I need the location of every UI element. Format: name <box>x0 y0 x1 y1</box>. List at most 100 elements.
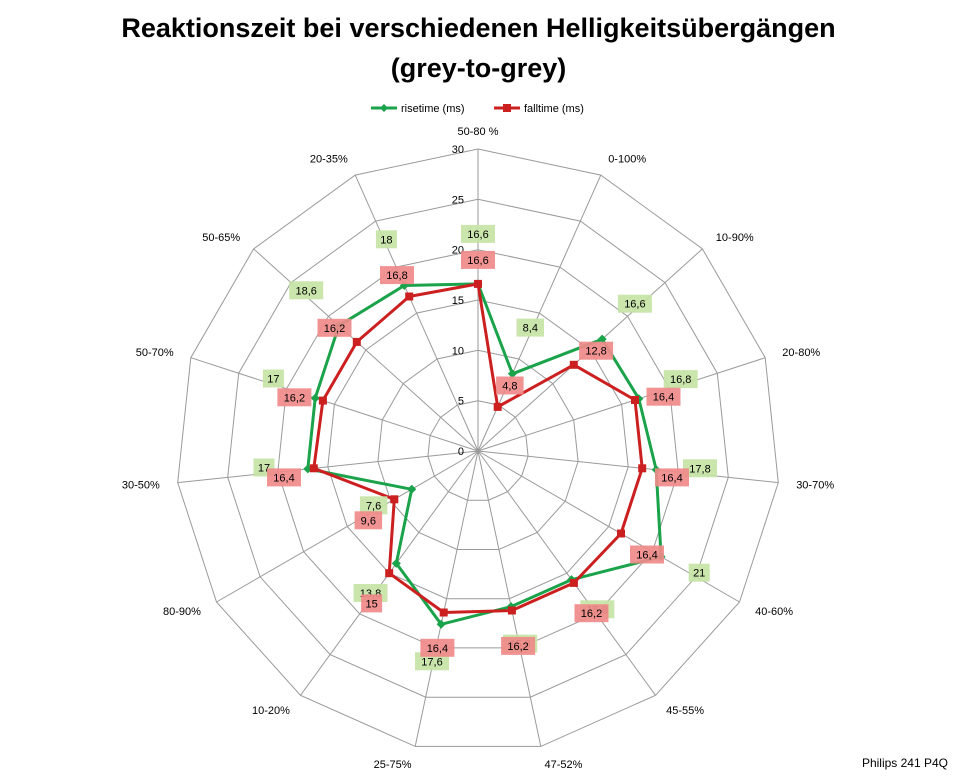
grid-spoke <box>354 174 479 452</box>
grid-ring <box>177 148 779 747</box>
fall-marker <box>309 464 318 473</box>
data-label: 12,8 <box>585 346 606 358</box>
category-label: 10-90% <box>716 232 754 244</box>
fall-marker <box>569 360 578 369</box>
series-lines <box>303 279 666 629</box>
data-label: 16,4 <box>427 643 448 655</box>
data-label-box <box>420 638 455 657</box>
category-label: 47-52% <box>545 759 583 771</box>
grid-ring <box>227 198 729 698</box>
fall-marker <box>638 464 647 473</box>
series-line <box>312 282 644 614</box>
legend: risetime (ms) falltime (ms) <box>371 103 584 115</box>
data-label-box <box>317 318 352 337</box>
data-label-box <box>267 468 301 487</box>
tick-label: 10 <box>452 345 464 357</box>
data-label: 16,2 <box>324 323 345 335</box>
data-label: 17,8 <box>689 463 710 475</box>
data-label-box <box>683 459 717 478</box>
chart-title-line2: (grey-to-grey) <box>390 53 567 83</box>
data-label: 16,4 <box>653 392 674 404</box>
tick-label: 30 <box>452 144 464 156</box>
category-label: 0-100% <box>608 154 646 166</box>
fall-marker <box>631 396 639 404</box>
fall-marker <box>474 279 482 288</box>
data-label: 15 <box>365 598 377 610</box>
data-label: 16,8 <box>386 270 407 282</box>
grid-ring <box>427 400 529 501</box>
footer-caption: Philips 241 P4Q <box>861 756 948 770</box>
grid-spoke <box>477 450 779 484</box>
grid-spoke <box>477 450 656 696</box>
rise-marker <box>597 334 607 344</box>
data-label: 18,6 <box>295 285 316 297</box>
data-label: 17 <box>267 374 279 386</box>
data-label: 9,6 <box>361 515 376 527</box>
data-label-box <box>579 341 614 360</box>
grid-ring <box>277 249 679 649</box>
category-label: 20-35% <box>310 154 348 166</box>
category-label: 25-75% <box>374 759 412 771</box>
data-label-box <box>289 281 324 300</box>
category-label: 20-80% <box>782 347 820 359</box>
rise-marker <box>436 619 446 629</box>
data-label-box <box>617 294 652 313</box>
data-label: 21 <box>693 568 705 580</box>
rise-marker <box>391 558 401 568</box>
category-label: 50-70% <box>136 347 174 359</box>
data-label: 16,2 <box>507 641 528 653</box>
category-label: 10-20% <box>252 705 290 717</box>
data-label-box <box>354 511 383 530</box>
data-label-box <box>359 496 388 515</box>
data-label: 8,4 <box>523 323 538 335</box>
fall-marker <box>405 292 414 301</box>
fall-marker <box>352 337 361 346</box>
grid-spoke <box>253 248 479 452</box>
grid-spoke <box>190 357 479 452</box>
category-label: 50-65% <box>202 232 240 244</box>
tick-label: 5 <box>458 396 464 408</box>
grid-spoke <box>177 450 479 484</box>
data-label-box <box>375 230 397 249</box>
tick-label: 25 <box>452 194 464 206</box>
data-label-box <box>461 250 495 269</box>
data-label: 16,4 <box>273 472 294 484</box>
category-label: 45-55% <box>666 705 704 717</box>
radar-grid <box>177 148 779 747</box>
category-label: 30-50% <box>122 479 160 491</box>
data-label-box <box>646 387 681 406</box>
fall-marker <box>569 578 578 587</box>
legend-fall-marker <box>503 104 511 112</box>
category-label: 50-80 % <box>458 126 499 138</box>
data-label: 16,2 <box>581 608 602 620</box>
grid-ring <box>327 299 629 600</box>
data-label-box <box>688 563 710 582</box>
series-line <box>306 282 663 626</box>
data-label: 16,6 <box>467 229 488 241</box>
category-label: 40-60% <box>755 606 793 618</box>
grid-ring <box>377 349 579 550</box>
rise-marker <box>310 393 320 403</box>
data-label-box <box>655 468 689 487</box>
data-label: 16,6 <box>624 299 645 311</box>
tick-label: 0 <box>458 446 464 458</box>
data-label-box <box>262 369 284 388</box>
data-label: 16,6 <box>467 255 488 267</box>
chart-title-line1: Reaktionszeit bei verschiedenen Helligke… <box>121 13 836 43</box>
data-label: 17,6 <box>421 656 442 668</box>
fall-marker <box>318 396 327 405</box>
chart-title: Reaktionszeit bei verschiedenen Helligke… <box>0 8 957 88</box>
data-label-box <box>496 376 524 395</box>
category-label: 30-70% <box>796 479 834 491</box>
legend-rise-marker <box>380 104 388 112</box>
rise-marker <box>507 369 517 379</box>
fall-marker <box>493 402 502 411</box>
data-label-box <box>361 594 383 613</box>
data-label: 7,6 <box>366 500 381 512</box>
category-labels: 50-80 % 0-100% 10-90% 20-80% 30-70% 40-60% 45-… <box>122 126 834 771</box>
legend-rise-label: risetime (ms) <box>401 103 465 115</box>
fall-marker <box>507 606 516 615</box>
rise-marker <box>407 484 417 494</box>
data-label: 18 <box>380 234 392 246</box>
